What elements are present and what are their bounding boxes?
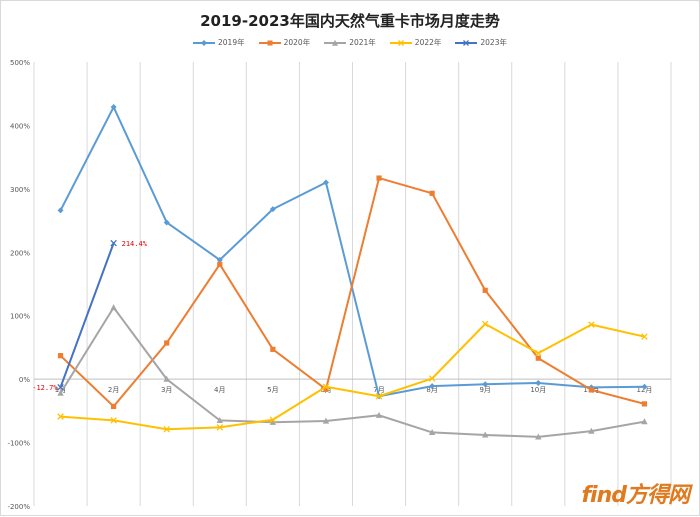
y-tick-label: 300% xyxy=(10,186,30,194)
legend-label: 2022年 xyxy=(414,38,442,47)
x-tick-label: 2月 xyxy=(108,386,119,394)
data-point xyxy=(535,379,542,386)
series-line xyxy=(60,322,645,431)
data-point xyxy=(429,383,436,390)
y-tick-label: -100% xyxy=(7,440,30,448)
data-point xyxy=(535,433,542,440)
chart-title: 2019-2023年国内天然气重卡市场月度走势 xyxy=(200,12,500,30)
data-point xyxy=(110,239,117,247)
data-point xyxy=(270,346,276,352)
legend-label: 2020年 xyxy=(283,38,311,47)
data-point xyxy=(110,304,117,311)
x-tick-label: 3月 xyxy=(161,386,172,394)
data-point xyxy=(163,219,170,226)
x-tick-label: 10月 xyxy=(530,386,546,394)
legend-swatch xyxy=(389,39,412,46)
data-point xyxy=(57,207,64,214)
x-tick-label: 9月 xyxy=(479,386,490,394)
legend-swatch xyxy=(258,40,281,45)
data-point xyxy=(482,287,488,293)
data-point xyxy=(322,179,329,186)
data-point xyxy=(164,340,170,346)
data-point xyxy=(217,261,223,267)
data-point xyxy=(57,413,64,420)
data-point xyxy=(376,175,382,181)
x-tick-label: 4月 xyxy=(214,386,225,394)
legend-label: 2021年 xyxy=(349,38,376,47)
data-point xyxy=(535,355,541,361)
data-point xyxy=(322,417,330,424)
series-line xyxy=(59,177,645,408)
y-tick-label: 500% xyxy=(10,59,30,67)
data-point xyxy=(216,256,223,263)
data-point xyxy=(641,401,648,407)
x-tick-label: 12月 xyxy=(636,386,652,394)
chart-legend: 2019年 2020年 2021年 2022年 2023年 xyxy=(1,37,699,48)
data-point xyxy=(428,375,436,382)
data-point xyxy=(375,393,383,400)
data-point xyxy=(110,417,117,424)
legend-label: 2023年 xyxy=(480,38,507,47)
legend-item: 2023年 xyxy=(455,37,507,48)
data-point xyxy=(323,386,329,392)
data-point xyxy=(216,416,223,423)
data-point xyxy=(110,104,117,111)
x-tick-label: 8月 xyxy=(426,386,437,394)
y-tick-label: -200% xyxy=(7,503,30,511)
data-point xyxy=(111,403,117,410)
data-point xyxy=(269,416,277,423)
data-point xyxy=(57,389,64,396)
data-point xyxy=(322,383,330,391)
y-tick-label: 100% xyxy=(10,313,30,321)
data-point xyxy=(588,427,595,434)
data-point xyxy=(269,206,276,213)
data-point xyxy=(588,321,595,328)
data-point xyxy=(588,387,594,393)
watermark-logo: find方得网 xyxy=(581,483,690,508)
legend-item: 2019年 xyxy=(193,37,245,48)
data-point xyxy=(482,431,489,438)
data-point xyxy=(269,418,277,425)
data-point xyxy=(428,429,436,436)
legend-swatch xyxy=(324,39,347,46)
legend-swatch xyxy=(455,39,478,46)
y-tick-label: 200% xyxy=(10,249,30,257)
data-label: -12.7% xyxy=(32,384,58,392)
data-point xyxy=(481,320,489,328)
legend-item: 2021年 xyxy=(324,37,376,48)
data-point xyxy=(57,353,64,359)
data-point xyxy=(57,383,64,391)
data-label: 214.4% xyxy=(122,240,148,248)
legend-item: 2022年 xyxy=(389,37,442,48)
series-line xyxy=(59,106,645,398)
series-line xyxy=(59,306,645,438)
data-point xyxy=(163,375,170,382)
legend-swatch xyxy=(193,39,216,46)
legend-label: 2019年 xyxy=(218,38,245,47)
legend-item: 2020年 xyxy=(258,37,311,48)
x-tick-label: 7月 xyxy=(373,386,384,394)
data-point xyxy=(429,190,435,196)
x-tick-label: 5月 xyxy=(267,386,278,394)
data-point xyxy=(641,383,648,390)
data-point xyxy=(375,411,383,418)
data-point xyxy=(482,381,489,388)
data-point xyxy=(641,333,648,340)
series-line xyxy=(59,242,115,388)
data-point xyxy=(216,424,224,431)
data-point xyxy=(641,418,648,425)
y-tick-label: 0% xyxy=(19,376,30,384)
data-point xyxy=(535,349,542,357)
y-tick-label: 400% xyxy=(10,122,30,130)
data-point xyxy=(163,425,170,433)
